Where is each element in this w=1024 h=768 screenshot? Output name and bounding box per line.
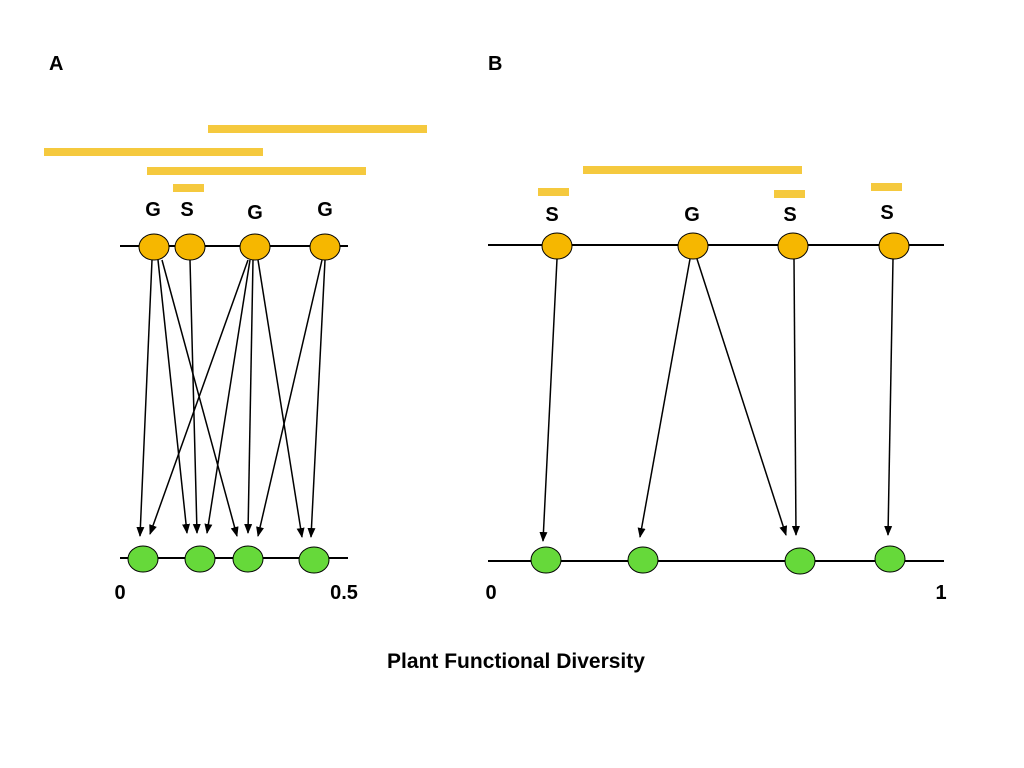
lower-node — [232, 545, 264, 573]
node-type-label: S — [783, 204, 796, 226]
lower-node — [530, 546, 562, 574]
lower-node — [184, 545, 216, 573]
node-type-label: S — [880, 202, 893, 224]
range-bar — [44, 148, 263, 156]
link-arrow — [157, 259, 191, 534]
lower-node — [874, 545, 906, 573]
link-arrow — [257, 259, 305, 538]
link-arrow — [244, 259, 254, 534]
link-arrow — [256, 259, 323, 537]
lower-node — [298, 546, 330, 574]
range-bar — [583, 166, 802, 174]
link-arrow — [791, 258, 800, 536]
upper-node — [239, 233, 271, 261]
upper-node — [878, 232, 910, 260]
panel-b-label: B — [488, 53, 502, 75]
link-arrow — [161, 259, 239, 537]
node-type-label: S — [180, 199, 193, 221]
node-type-label: G — [247, 202, 263, 224]
panel-a: G S G G 0 0.5 — [44, 125, 427, 604]
upper-node — [309, 233, 341, 261]
panel-b: S G S S 0 1 — [485, 166, 947, 604]
interaction-links — [136, 259, 326, 538]
lower-node — [627, 546, 659, 574]
link-arrow — [539, 258, 558, 542]
lower-node — [784, 547, 816, 575]
axis-min-label: 0 — [485, 582, 496, 604]
range-bar — [774, 190, 805, 198]
node-type-label: G — [684, 204, 700, 226]
upper-node — [541, 232, 573, 260]
node-type-label: G — [145, 199, 161, 221]
link-arrow — [696, 258, 788, 536]
upper-node — [777, 232, 809, 260]
link-arrow — [149, 259, 249, 535]
range-bar — [208, 125, 427, 133]
x-axis-title: Plant Functional Diversity — [387, 650, 645, 673]
axis-min-label: 0 — [114, 582, 125, 604]
axis-max-label: 0.5 — [330, 582, 358, 604]
range-bar — [147, 167, 366, 175]
link-arrow — [307, 259, 326, 538]
link-arrow — [189, 259, 201, 534]
axis-max-label: 1 — [935, 582, 946, 604]
lower-node — [127, 545, 159, 573]
upper-node — [677, 232, 709, 260]
panel-a-label: A — [49, 53, 63, 75]
link-arrow — [204, 259, 251, 534]
interaction-links — [539, 258, 894, 542]
node-type-label: S — [545, 204, 558, 226]
range-bar — [173, 184, 204, 192]
upper-node — [174, 233, 206, 261]
link-arrow — [136, 259, 153, 537]
node-type-label: G — [317, 199, 333, 221]
range-bar — [538, 188, 569, 196]
link-arrow — [884, 258, 894, 536]
upper-node — [138, 233, 170, 261]
range-bar — [871, 183, 902, 191]
link-arrow — [637, 258, 691, 538]
